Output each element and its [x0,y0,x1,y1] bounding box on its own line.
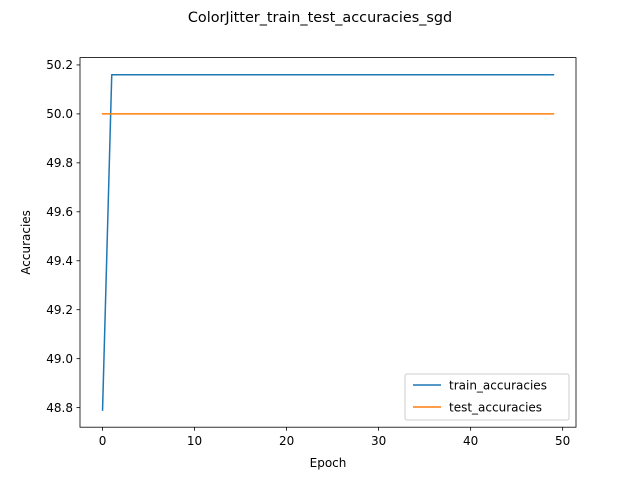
chart-title: ColorJitter_train_test_accuracies_sgd [188,10,452,26]
x-tick-label: 50 [555,434,570,448]
series-line-train_accuracies [101,73,555,411]
series-layer [101,73,555,411]
y-tick-label: 49.4 [46,254,73,268]
y-tick-label: 49.2 [46,303,73,317]
legend-label-train: train_accuracies [449,379,547,393]
y-tick-label: 49.6 [46,205,73,219]
x-tick-label: 10 [187,434,202,448]
plot-frame [79,57,577,428]
y-tick-label: 50.0 [46,107,73,121]
y-axis-title: Accuracies [19,210,33,275]
legend-box [404,373,570,421]
plot-area [80,57,576,428]
plot-background [80,57,576,428]
legend: train_accuracies test_accuracies [404,373,570,421]
y-tick-label: 48.8 [46,401,73,415]
x-axis-title: Epoch [310,456,347,470]
x-tick-label: 20 [279,434,294,448]
x-tick-label: 40 [463,434,478,448]
x-axis-ticks: 0 10 20 30 40 50 [99,427,570,448]
y-tick-label: 49.8 [46,156,73,170]
y-tick-label: 49.0 [46,352,73,366]
y-tick-label: 50.2 [46,58,73,72]
x-tick-label: 0 [99,434,107,448]
y-axis-ticks: 48.8 49.0 49.2 49.4 49.6 49.8 50.0 50.2 [46,58,80,415]
legend-label-test: test_accuracies [449,401,542,415]
x-tick-label: 30 [371,434,386,448]
